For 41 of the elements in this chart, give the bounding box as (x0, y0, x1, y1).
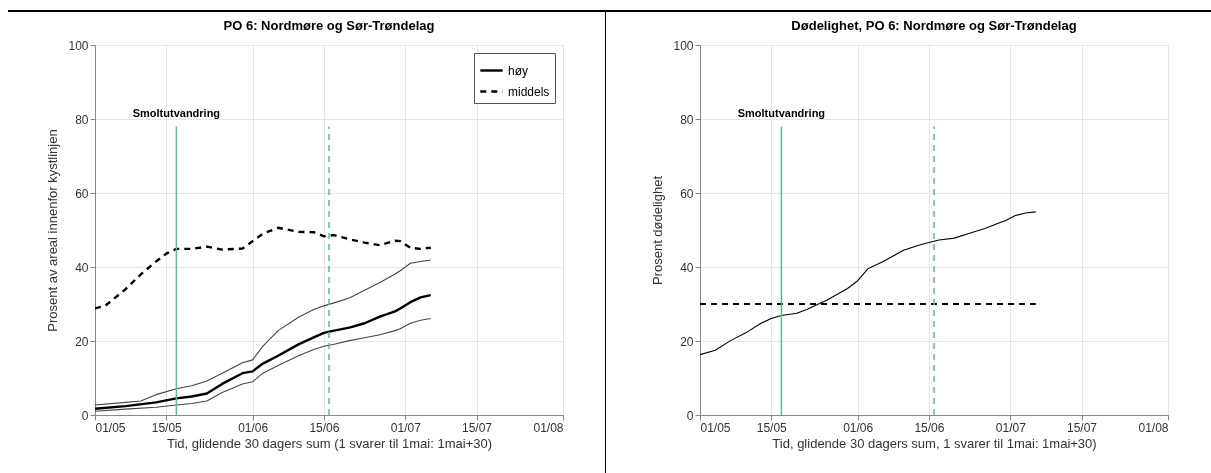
y-tick-label: 40 (75, 260, 89, 275)
y-tick-label: 80 (680, 112, 694, 127)
line-series (95, 317, 432, 412)
x-tick-label: 15/06 (914, 420, 945, 435)
legend-label: høy (508, 63, 529, 78)
line-series (95, 259, 432, 406)
y-tick-label: 40 (680, 260, 694, 275)
line-series (95, 293, 432, 410)
y-tick-label: 100 (673, 38, 694, 53)
x-axis-title: Tid, glidende 30 dagers sum, 1 svarer til 1mai: 1mai+30) (772, 435, 1097, 451)
line-series (700, 211, 1037, 356)
legend-label: middels (508, 84, 550, 99)
x-tick-label: 01/07 (995, 420, 1027, 435)
x-tick-label: 15/05 (151, 420, 183, 435)
x-axis-title: Tid, glidende 30 dagers sum (1 svarer til 1mai: 1mai+30) (166, 435, 493, 451)
ref-line-label: Smoltutvandring (737, 107, 826, 120)
y-tick-label: 60 (680, 186, 694, 201)
x-tick-label: 15/07 (462, 420, 493, 435)
x-tick-label: 01/05 (95, 420, 126, 435)
y-tick-label: 60 (75, 186, 89, 201)
y-tick-label: 100 (68, 38, 89, 53)
y-axis-title: Prosent av areal innenfor kystlinjen (45, 129, 61, 332)
y-tick-label: 20 (680, 334, 694, 349)
x-tick-label: 01/06 (843, 420, 874, 435)
x-tick-label: 01/08 (1138, 420, 1169, 435)
x-tick-label: 15/06 (309, 420, 340, 435)
chart-title: Dødelighet, PO 6: Nordmøre og Sør-Trøndelag (791, 18, 1077, 33)
x-tick-label: 01/08 (533, 420, 564, 435)
y-tick-label: 80 (75, 112, 89, 127)
x-tick-label: 01/05 (700, 420, 731, 435)
x-tick-label: 01/06 (238, 420, 269, 435)
line-series (95, 226, 432, 310)
chart-title: PO 6: Nordmøre og Sør-Trøndelag (223, 18, 435, 33)
y-axis-title: Prosent dødelighet (650, 175, 666, 286)
x-tick-label: 15/05 (756, 420, 788, 435)
y-tick-label: 0 (686, 408, 694, 423)
x-tick-label: 01/07 (390, 420, 422, 435)
y-tick-label: 20 (75, 334, 89, 349)
x-tick-label: 15/07 (1067, 420, 1098, 435)
y-tick-label: 0 (81, 408, 89, 423)
ref-line-label: Smoltutvandring (132, 107, 221, 120)
